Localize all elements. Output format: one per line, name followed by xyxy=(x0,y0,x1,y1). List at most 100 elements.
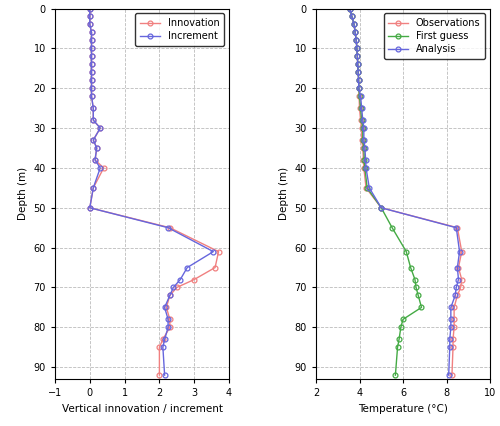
Increment xyxy=(170,285,176,290)
X-axis label: Temperature (°C): Temperature (°C) xyxy=(358,404,448,414)
Innovation xyxy=(167,317,173,322)
Increment xyxy=(88,78,94,83)
Analysis xyxy=(363,165,369,170)
Observations xyxy=(355,70,361,75)
Analysis xyxy=(452,293,458,298)
Increment xyxy=(88,46,94,51)
First guess xyxy=(362,165,368,170)
Analysis xyxy=(448,325,454,330)
Increment xyxy=(97,126,103,131)
Analysis xyxy=(447,345,453,350)
Increment xyxy=(167,293,173,298)
Innovation xyxy=(212,265,218,270)
Innovation xyxy=(191,277,197,282)
Analysis xyxy=(355,62,361,67)
Analysis xyxy=(454,225,460,230)
Observations xyxy=(356,78,362,83)
First guess xyxy=(361,145,367,150)
Increment xyxy=(178,277,184,282)
First guess xyxy=(353,38,359,43)
Increment xyxy=(90,106,96,111)
Analysis xyxy=(447,337,453,342)
First guess xyxy=(396,337,402,342)
Line: Analysis: Analysis xyxy=(348,6,462,377)
Observations xyxy=(360,145,366,150)
Y-axis label: Depth (m): Depth (m) xyxy=(279,167,289,220)
Innovation xyxy=(87,6,93,11)
First guess xyxy=(351,22,357,27)
Analysis xyxy=(352,30,358,35)
Innovation xyxy=(90,118,96,123)
First guess xyxy=(415,293,421,298)
Analysis xyxy=(353,38,359,43)
First guess xyxy=(346,6,352,11)
Analysis xyxy=(354,46,360,51)
Line: Observations: Observations xyxy=(348,6,464,377)
Innovation xyxy=(164,305,170,310)
Analysis xyxy=(362,157,368,162)
Observations xyxy=(378,205,384,210)
First guess xyxy=(362,157,368,162)
Analysis xyxy=(446,373,452,378)
Innovation xyxy=(167,325,173,330)
Observations xyxy=(458,285,464,290)
Innovation xyxy=(90,185,96,190)
First guess xyxy=(358,118,364,123)
First guess xyxy=(389,225,395,230)
Increment xyxy=(87,22,93,27)
Increment xyxy=(90,138,96,143)
Increment xyxy=(88,30,94,35)
First guess xyxy=(355,62,361,67)
Innovation xyxy=(87,22,93,27)
Analysis xyxy=(356,86,362,91)
Innovation xyxy=(88,94,94,99)
Innovation xyxy=(92,157,98,162)
Increment xyxy=(160,345,166,350)
Observations xyxy=(346,6,352,11)
Increment xyxy=(165,225,171,230)
First guess xyxy=(404,249,409,254)
Observations xyxy=(449,373,455,378)
Analysis xyxy=(361,126,367,131)
Legend: Observations, First guess, Analysis: Observations, First guess, Analysis xyxy=(384,13,485,59)
Increment xyxy=(88,94,94,99)
Analysis xyxy=(351,22,357,27)
Innovation xyxy=(88,62,94,67)
Innovation xyxy=(88,70,94,75)
Innovation xyxy=(100,165,106,170)
Observations xyxy=(355,62,361,67)
Y-axis label: Depth (m): Depth (m) xyxy=(18,167,28,220)
Innovation xyxy=(88,30,94,35)
Observations xyxy=(356,106,362,111)
Observations xyxy=(360,157,366,162)
Analysis xyxy=(362,145,368,150)
Analysis xyxy=(448,305,454,310)
Innovation xyxy=(167,293,173,298)
Increment xyxy=(97,165,103,170)
Observations xyxy=(363,185,369,190)
Analysis xyxy=(454,285,460,290)
X-axis label: Vertical innovation / increment: Vertical innovation / increment xyxy=(62,404,222,414)
Observations xyxy=(451,325,457,330)
Observations xyxy=(351,22,357,27)
Innovation xyxy=(87,205,93,210)
Increment xyxy=(165,317,171,322)
Line: Innovation: Innovation xyxy=(88,6,221,377)
Analysis xyxy=(356,78,362,83)
Innovation xyxy=(160,337,166,342)
Analysis xyxy=(349,14,355,19)
Innovation xyxy=(94,145,100,150)
First guess xyxy=(418,305,424,310)
Innovation xyxy=(87,14,93,19)
Increment xyxy=(87,6,93,11)
Innovation xyxy=(174,285,180,290)
First guess xyxy=(354,54,360,59)
First guess xyxy=(412,277,418,282)
Observations xyxy=(450,337,456,342)
Analysis xyxy=(346,6,352,11)
Analysis xyxy=(378,205,384,210)
Innovation xyxy=(156,373,162,378)
Observations xyxy=(352,30,358,35)
Observations xyxy=(458,249,464,254)
Increment xyxy=(87,205,93,210)
